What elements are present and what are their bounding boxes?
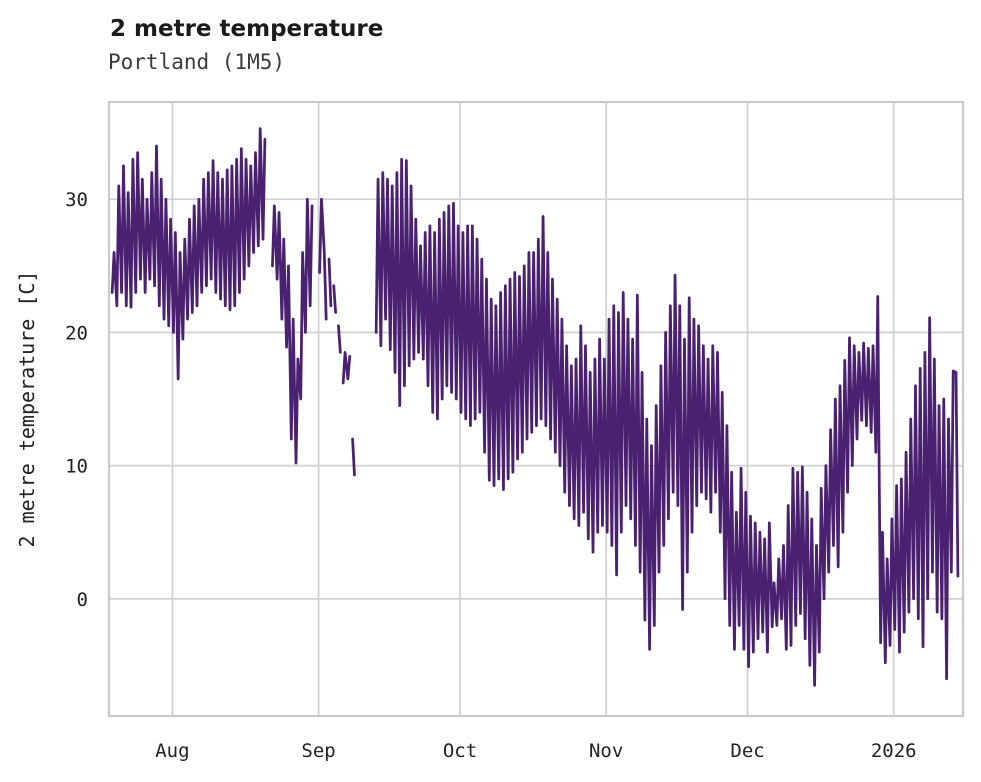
temperature-line-segment bbox=[351, 437, 356, 477]
y-tick-label: 0 bbox=[77, 589, 88, 611]
temperature-line-segment bbox=[332, 284, 337, 314]
temperature-line-segment bbox=[271, 197, 314, 465]
temperature-line-segment bbox=[374, 157, 960, 687]
y-tick-label: 30 bbox=[65, 189, 88, 211]
chart-subtitle: Portland (1M5) bbox=[108, 50, 286, 74]
x-tick-label: Dec bbox=[730, 740, 764, 762]
chart-title: 2 metre temperature bbox=[110, 16, 384, 42]
temperature-line-segment bbox=[318, 197, 328, 321]
x-tick-label: Sep bbox=[301, 740, 335, 762]
plot-border bbox=[107, 100, 965, 718]
temperature-line-segment bbox=[110, 127, 267, 381]
y-tick-label: 10 bbox=[65, 456, 88, 478]
temperature-line-segment bbox=[341, 351, 352, 385]
x-tick-label: Oct bbox=[443, 740, 477, 762]
x-tick-label: 2026 bbox=[871, 740, 917, 762]
y-tick-label: 20 bbox=[65, 322, 88, 344]
x-tick-label: Aug bbox=[155, 740, 189, 762]
temperature-line-segment bbox=[327, 257, 333, 308]
temperature-line-segment bbox=[337, 324, 342, 354]
x-tick-label: Nov bbox=[589, 740, 623, 762]
